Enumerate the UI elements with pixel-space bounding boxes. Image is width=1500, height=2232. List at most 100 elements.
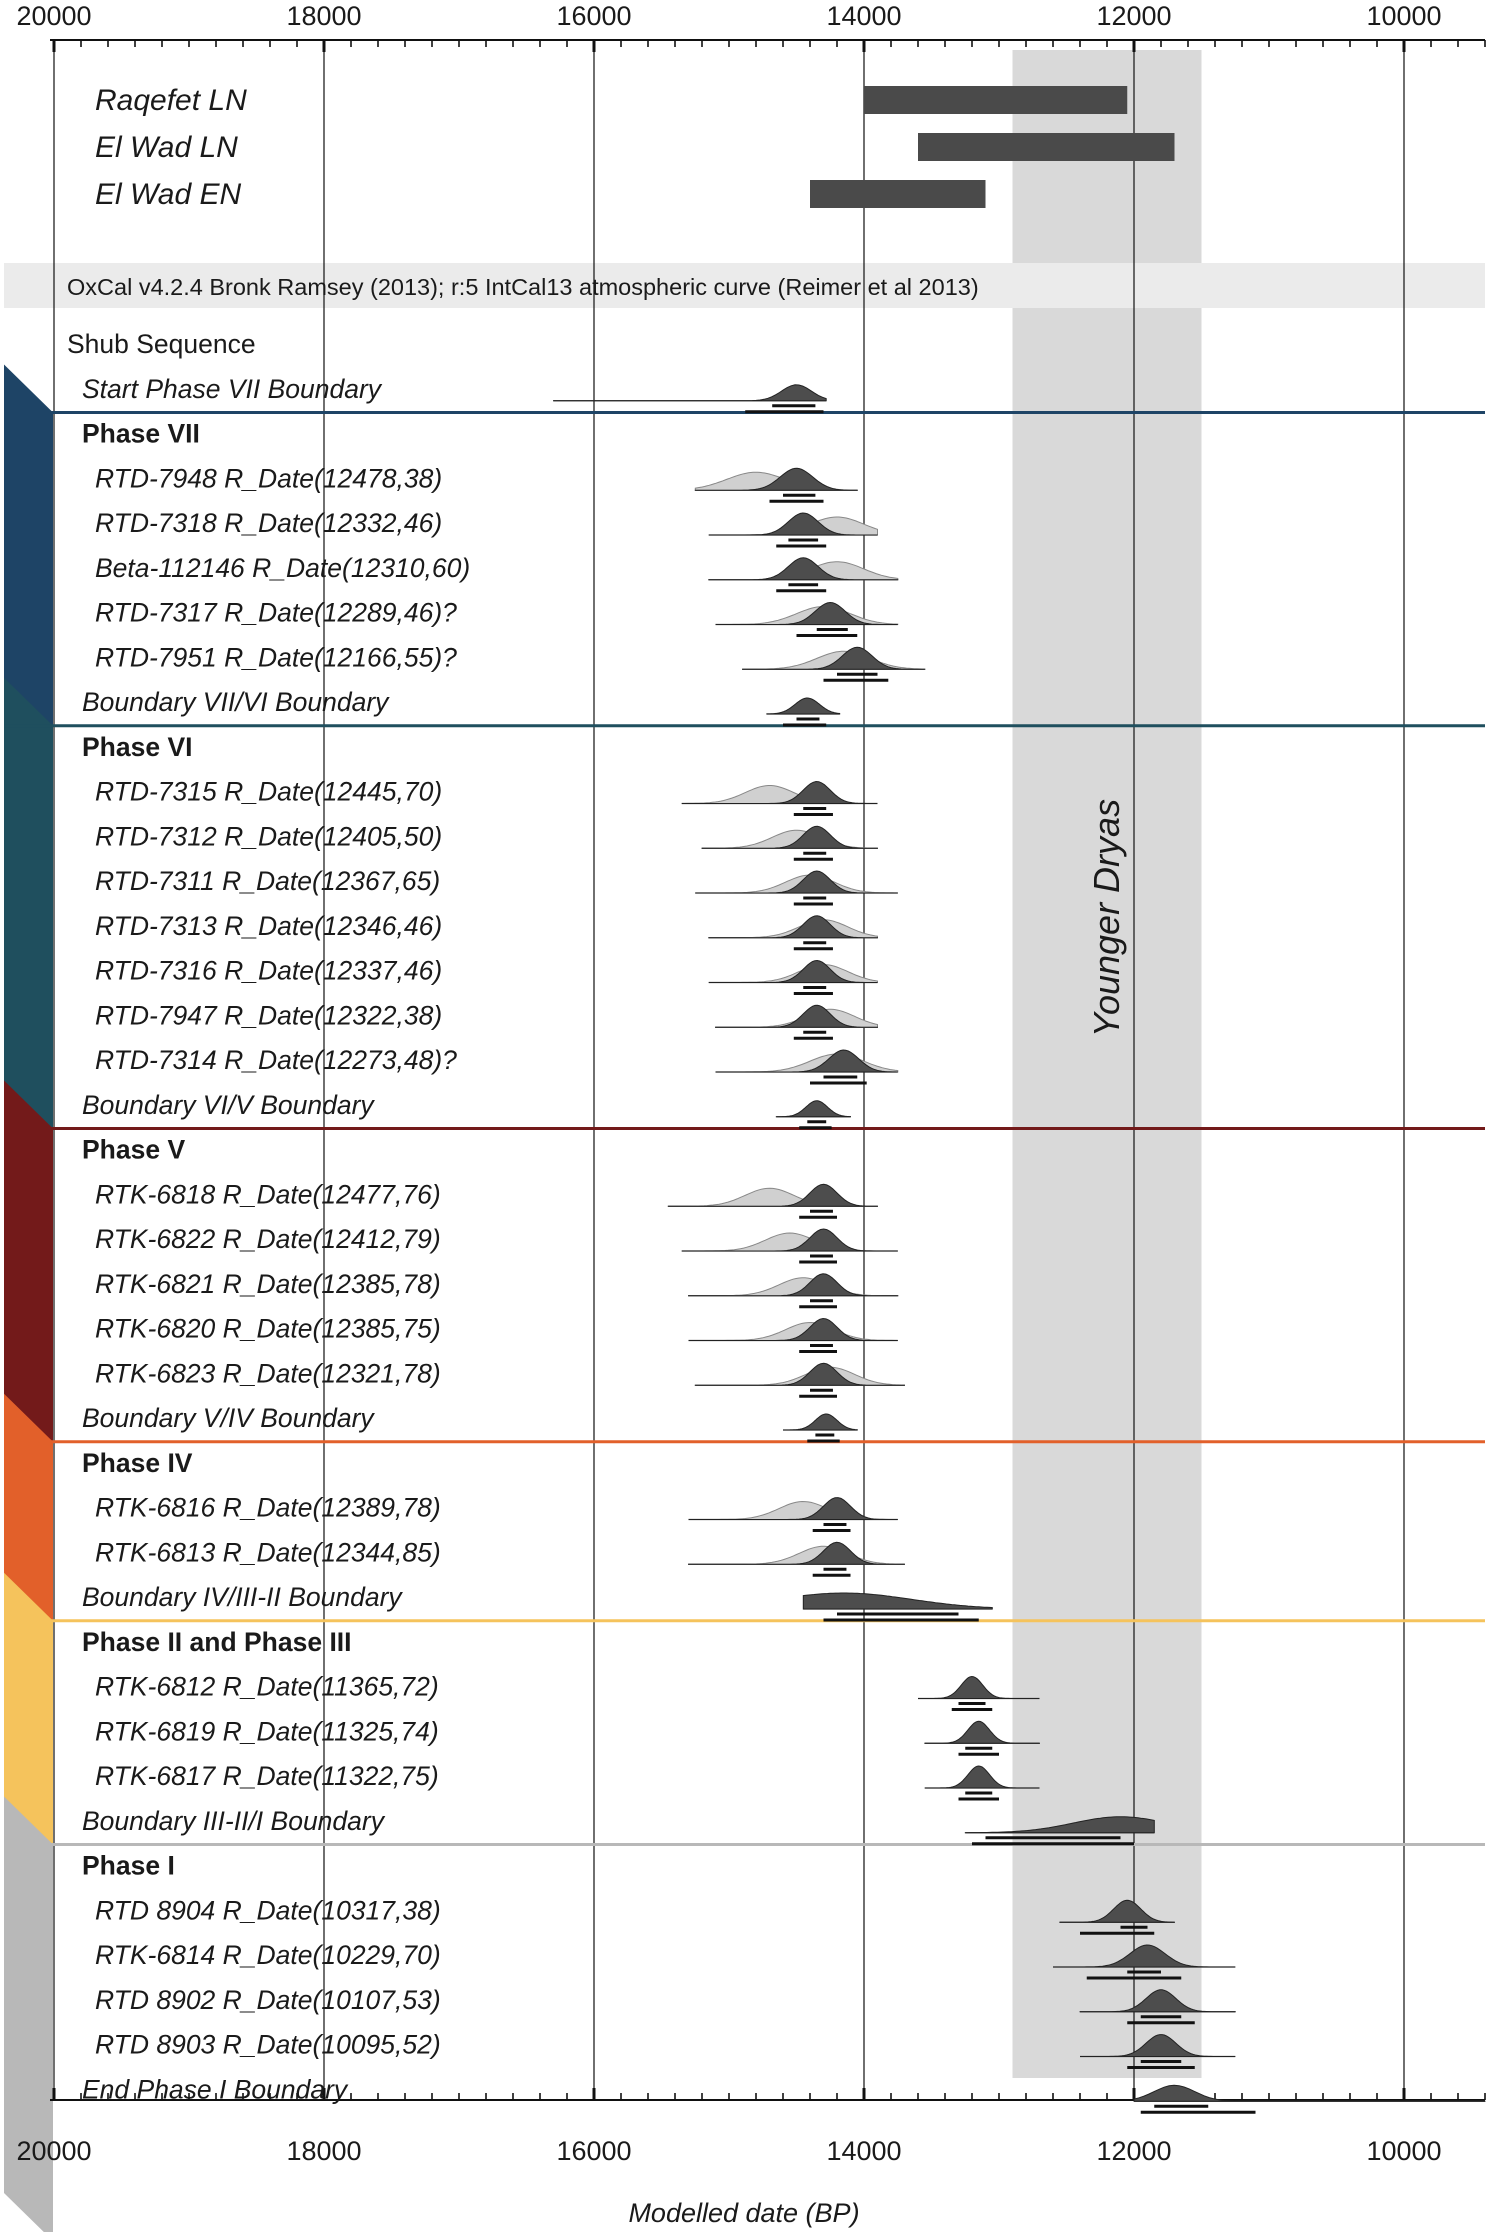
bottom-axis: 20000 18000 16000 14000 12000 10000 <box>16 2088 1486 2166</box>
posterior-distribution <box>1079 1989 1236 2013</box>
posterior-distribution <box>708 915 878 939</box>
posterior-distribution <box>694 1362 905 1386</box>
reference-bar-el-wad-en <box>810 180 986 208</box>
posterior-distribution <box>708 959 878 983</box>
row-label-rtk-6813-r-date-12344-85: RTK-6813 R_Date(12344,85) <box>95 1537 441 1567</box>
tick-label-16000: 16000 <box>556 1 631 31</box>
phase-color-bands <box>4 364 53 2232</box>
reference-bar-el-wad-ln <box>918 133 1175 161</box>
row-rtd-7311-r-date-12367-65: RTD-7311 R_Date(12367,65) <box>95 866 898 906</box>
row-phase-v: Phase V <box>82 1135 185 1165</box>
row-label-rtd-7318-r-date-12332-46: RTD-7318 R_Date(12332,46) <box>95 508 442 538</box>
tick-label-20000: 20000 <box>16 1 91 31</box>
row-phase-iv: Phase IV <box>82 1448 193 1478</box>
row-label-rtd-7314-r-date-12273-48: RTD-7314 R_Date(12273,48)? <box>95 1045 457 1075</box>
row-label-rtd-7947-r-date-12322-38: RTD-7947 R_Date(12322,38) <box>95 1000 442 1030</box>
reference-label-raqefet-ln: Raqefet LN <box>95 84 247 117</box>
posterior-distribution <box>715 601 898 625</box>
row-rtd-7318-r-date-12332-46: RTD-7318 R_Date(12332,46) <box>95 508 878 548</box>
row-label-rtd-8904-r-date-10317-38: RTD 8904 R_Date(10317,38) <box>95 1895 441 1925</box>
row-label-rtk-6818-r-date-12477-76: RTK-6818 R_Date(12477,76) <box>95 1179 441 1209</box>
row-label-rtk-6816-r-date-12389-78: RTK-6816 R_Date(12389,78) <box>95 1493 441 1523</box>
phase-divider-lines <box>4 411 1485 1846</box>
row-label-boundary-vii-vi-boundary: Boundary VII/VI Boundary <box>82 687 390 717</box>
row-rtk-6812-r-date-11365-72: RTK-6812 R_Date(11365,72) <box>95 1672 1040 1711</box>
younger-dryas-label: Younger Dryas <box>1086 799 1127 1037</box>
prior-distribution <box>688 1321 898 1341</box>
row-label-rtd-7313-r-date-12346-46: RTD-7313 R_Date(12346,46) <box>95 911 442 941</box>
tick-label-10000: 10000 <box>1366 2136 1441 2166</box>
row-label-rtd-7951-r-date-12166-55: RTD-7951 R_Date(12166,55)? <box>95 642 457 672</box>
row-boundary-iv-iii-ii-boundary: Boundary IV/III-II Boundary <box>82 1582 993 1622</box>
row-boundary-v-iv-boundary: Boundary V/IV Boundary <box>82 1403 858 1443</box>
row-rtd-7951-r-date-12166-55: RTD-7951 R_Date(12166,55)? <box>95 642 926 682</box>
phase-band-phase-v <box>4 1080 53 1470</box>
row-label-rtd-7315-r-date-12445-70: RTD-7315 R_Date(12445,70) <box>95 777 442 807</box>
tick-label-10000: 10000 <box>1366 1 1441 31</box>
posterior-distribution <box>695 870 898 894</box>
row-label-boundary-vi-v-boundary: Boundary VI/V Boundary <box>82 1090 375 1120</box>
row-rtd-7315-r-date-12445-70: RTD-7315 R_Date(12445,70) <box>95 777 878 816</box>
posterior-distribution <box>688 1541 905 1565</box>
row-label-phase-i: Phase I <box>82 1851 175 1881</box>
reference-label-el-wad-ln: El Wad LN <box>95 131 238 164</box>
posterior-distribution <box>681 780 878 804</box>
phase-band-phase-ii-and-phase-iii <box>4 1572 53 1873</box>
posterior-distribution <box>694 467 858 491</box>
posterior-distribution <box>1133 2084 1486 2102</box>
prior-distribution <box>681 785 878 804</box>
row-phase-ii-and-phase-iii: Phase II and Phase III <box>82 1627 352 1657</box>
row-label-rtk-6819-r-date-11325-74: RTK-6819 R_Date(11325,74) <box>95 1716 439 1746</box>
row-label-boundary-v-iv-boundary: Boundary V/IV Boundary <box>82 1403 375 1433</box>
row-label-start-phase-vii-boundary: Start Phase VII Boundary <box>82 374 383 404</box>
row-label-rtk-6822-r-date-12412-79: RTK-6822 R_Date(12412,79) <box>95 1224 441 1254</box>
row-rtd-7947-r-date-12322-38: RTD-7947 R_Date(12322,38) <box>95 1000 878 1040</box>
row-rtd-8904-r-date-10317-38: RTD 8904 R_Date(10317,38) <box>95 1895 1175 1935</box>
tick-label-14000: 14000 <box>826 2136 901 2166</box>
posterior-distribution <box>1080 2034 1236 2057</box>
prior-distribution <box>688 1500 898 1520</box>
row-label-rtd-7948-r-date-12478-38: RTD-7948 R_Date(12478,38) <box>95 463 442 493</box>
row-label-rtk-6812-r-date-11365-72: RTK-6812 R_Date(11365,72) <box>95 1672 439 1702</box>
row-label-phase-ii-and-phase-iii: Phase II and Phase III <box>82 1627 352 1657</box>
row-rtk-6813-r-date-12344-85: RTK-6813 R_Date(12344,85) <box>95 1537 905 1577</box>
posterior-distribution <box>688 1273 899 1297</box>
row-beta-112146-r-date-12310-60: Beta-112146 R_Date(12310,60) <box>95 553 899 593</box>
tick-label-16000: 16000 <box>556 2136 631 2166</box>
top-axis: 20000 18000 16000 14000 12000 10000 <box>16 1 1486 52</box>
row-label-rtk-6821-r-date-12385-78: RTK-6821 R_Date(12385,78) <box>95 1269 441 1299</box>
posterior-distribution <box>553 384 827 402</box>
row-label-boundary-iv-iii-ii-boundary: Boundary IV/III-II Boundary <box>82 1582 403 1612</box>
row-rtk-6820-r-date-12385-75: RTK-6820 R_Date(12385,75) <box>95 1314 898 1353</box>
tick-label-12000: 12000 <box>1096 2136 1171 2166</box>
prior-distribution <box>681 1232 898 1252</box>
row-phase-vii: Phase VII <box>82 419 200 449</box>
posterior-distribution <box>708 557 899 581</box>
posterior-distribution <box>918 1675 1040 1699</box>
row-label-rtd-7311-r-date-12367-65: RTD-7311 R_Date(12367,65) <box>95 866 440 896</box>
row-rtd-8902-r-date-10107-53: RTD 8902 R_Date(10107,53) <box>95 1985 1236 2025</box>
row-rtk-6816-r-date-12389-78: RTK-6816 R_Date(12389,78) <box>95 1493 898 1532</box>
posterior-distribution <box>708 512 878 536</box>
row-label-rtk-6823-r-date-12321-78: RTK-6823 R_Date(12321,78) <box>95 1358 441 1388</box>
row-label-rtd-7312-r-date-12405-50: RTD-7312 R_Date(12405,50) <box>95 821 442 851</box>
posterior-distribution <box>681 1228 898 1252</box>
reference-bar-raqefet-ln <box>864 86 1128 114</box>
oxcal-banner-background <box>4 263 1485 308</box>
row-rtd-7312-r-date-12405-50: RTD-7312 R_Date(12405,50) <box>95 821 878 861</box>
tick-label-12000: 12000 <box>1096 1 1171 31</box>
row-label-end-phase-i-boundary: End Phase I Boundary <box>82 2074 349 2104</box>
row-label-rtd-7317-r-date-12289-46: RTD-7317 R_Date(12289,46)? <box>95 598 457 628</box>
posterior-distribution <box>775 1100 851 1118</box>
posterior-distribution <box>783 1413 858 1431</box>
phase-band-phase-i <box>4 1796 53 2232</box>
posterior-distribution <box>924 1765 1040 1789</box>
row-rtk-6814-r-date-10229-70: RTK-6814 R_Date(10229,70) <box>95 1940 1236 1980</box>
row-rtd-8903-r-date-10095-52: RTD 8903 R_Date(10095,52) <box>95 2030 1236 2069</box>
row-label-rtd-7316-r-date-12337-46: RTD-7316 R_Date(12337,46) <box>95 956 442 986</box>
row-rtd-7948-r-date-12478-38: RTD-7948 R_Date(12478,38) <box>95 463 858 503</box>
posterior-distribution <box>924 1720 1040 1744</box>
posterior-distribution <box>667 1183 878 1207</box>
row-label-phase-iv: Phase IV <box>82 1448 193 1478</box>
